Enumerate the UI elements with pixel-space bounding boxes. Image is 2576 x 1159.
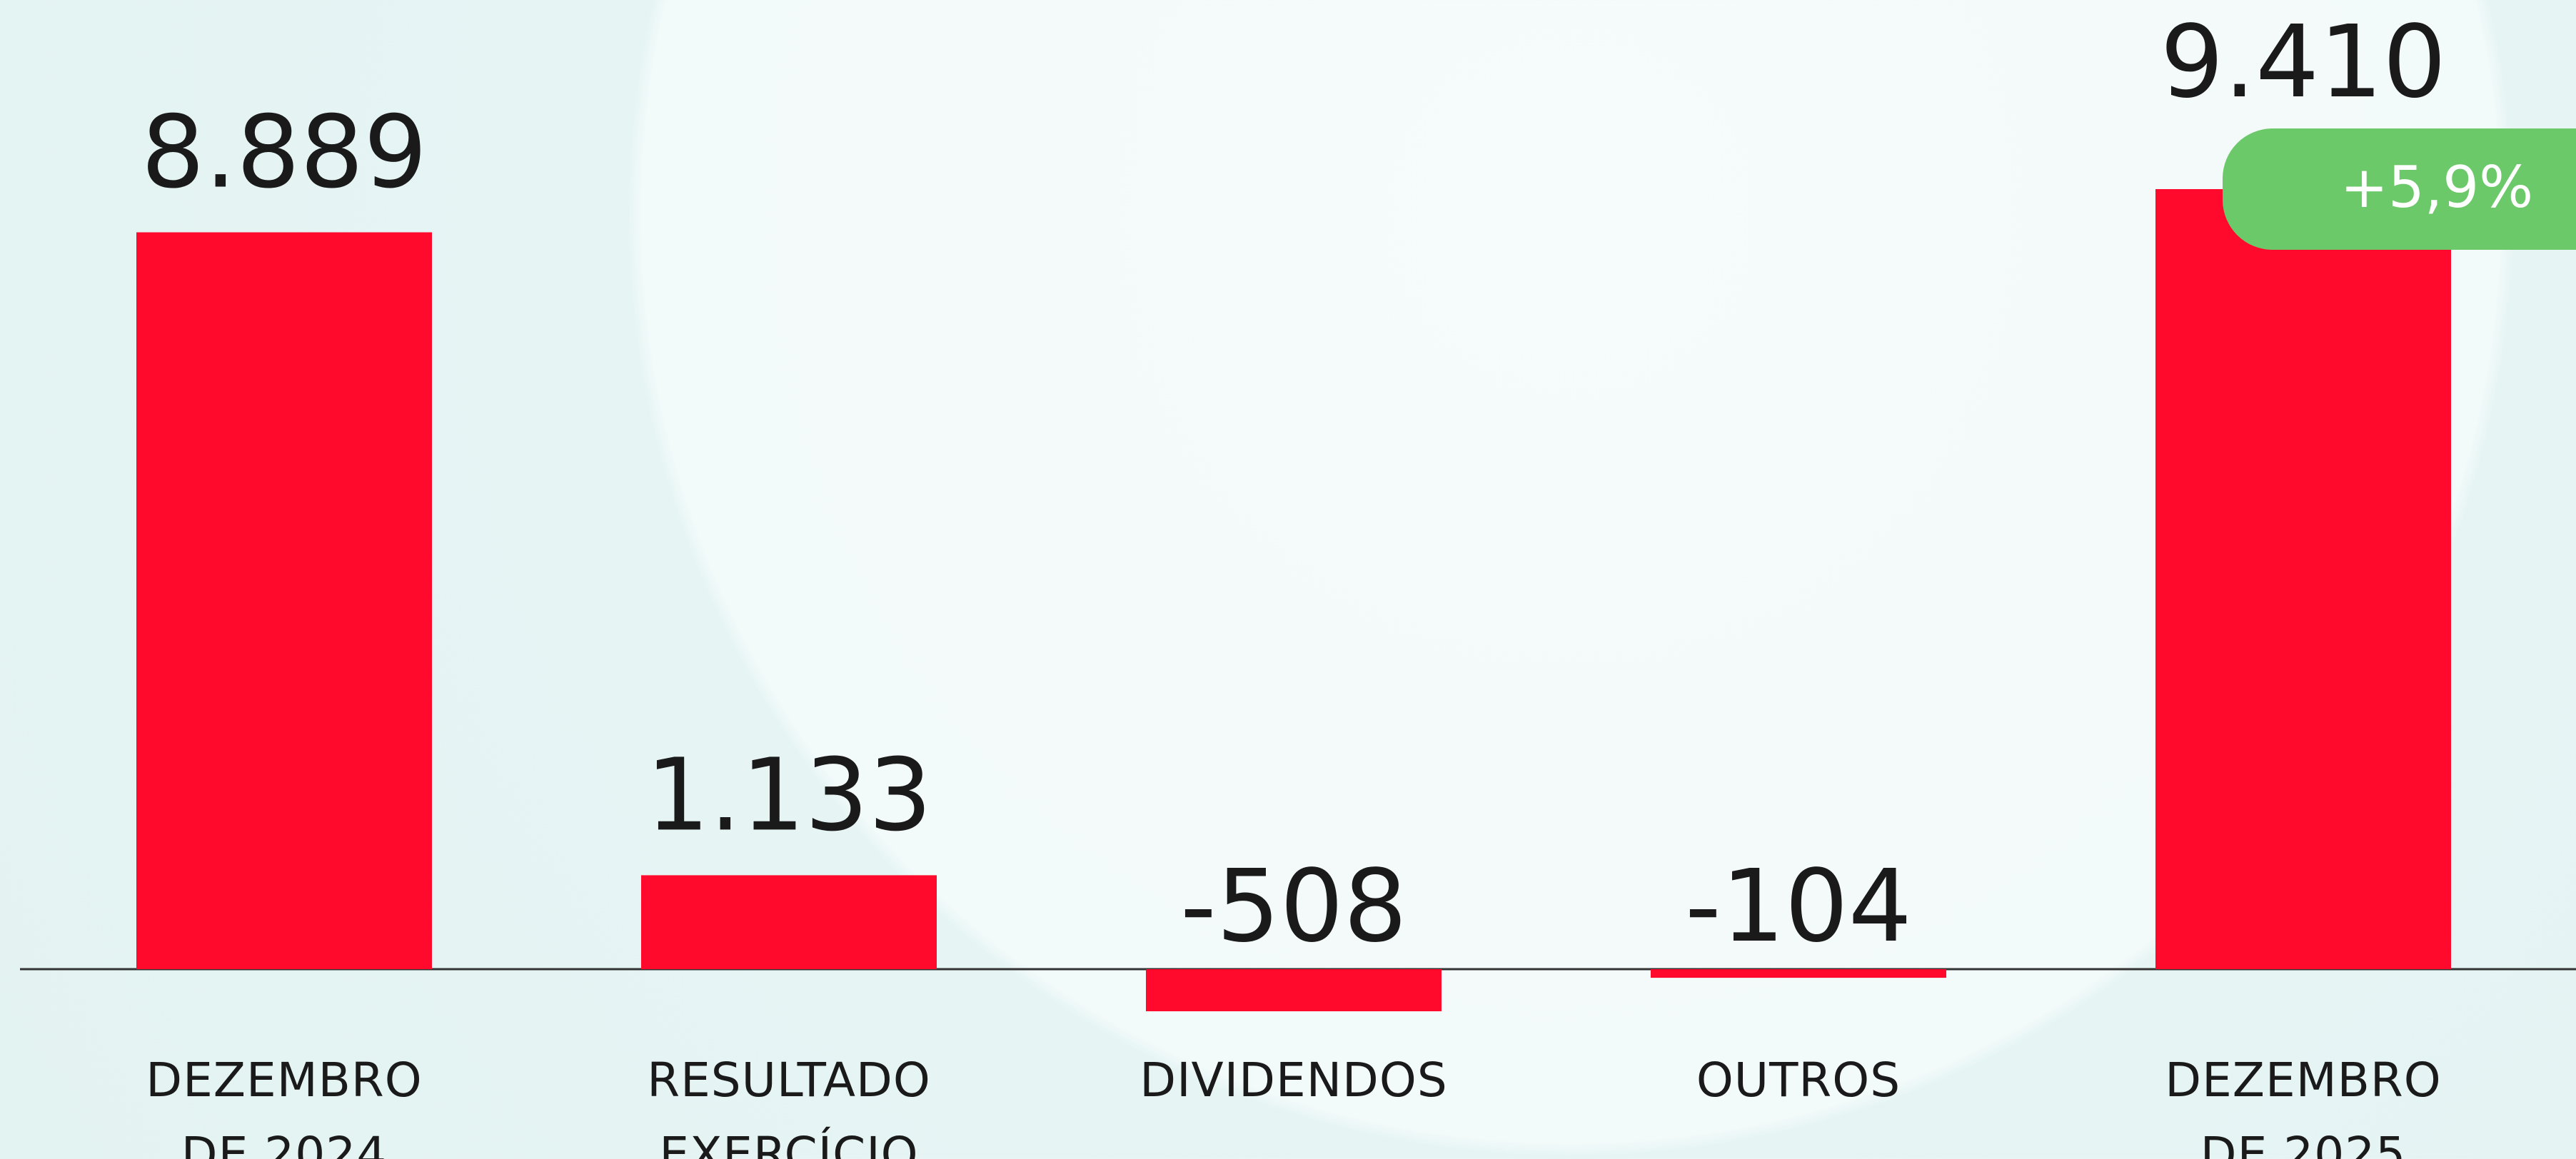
value-label: 9.410: [2160, 4, 2447, 121]
annotation: +5,9%: [2340, 154, 2533, 221]
bar: [641, 875, 937, 969]
bar: [136, 232, 432, 969]
value-label: -508: [1180, 849, 1407, 965]
annotation-badge: [2223, 128, 2576, 250]
bar: [1651, 969, 1946, 978]
category-label: DEZEMBRO DE 2024: [146, 1053, 423, 1159]
category-label: DIVIDENDOS: [1139, 1053, 1448, 1108]
bar: [2155, 189, 2451, 969]
value-label: 1.133: [646, 737, 932, 854]
category-label: RESULTADO EXERCÍCIO: [647, 1053, 931, 1159]
value-label: -104: [1685, 849, 1912, 965]
category-label: OUTROS: [1696, 1053, 1901, 1108]
value-label: 8.889: [141, 95, 428, 211]
category-label: DEZEMBRO DE 2025: [2165, 1053, 2442, 1159]
bar: [1146, 969, 1442, 1012]
